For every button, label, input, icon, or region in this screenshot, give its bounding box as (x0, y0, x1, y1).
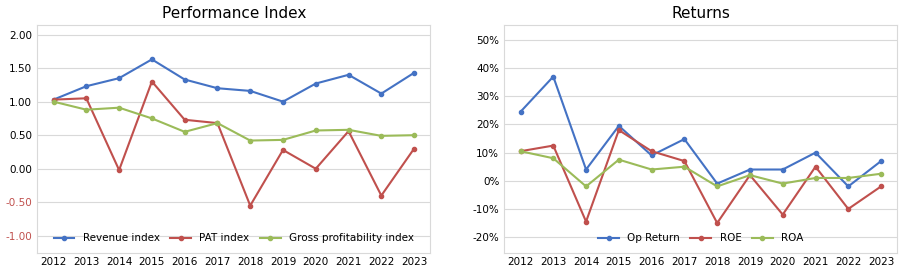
Op Return (842, 185, 852, 188)
Revenue index (343, 73, 354, 76)
Line: Gross profitability index: Gross profitability index (51, 100, 416, 143)
Op Return (711, 182, 722, 185)
Line: ROA: ROA (518, 149, 882, 188)
Legend: Op Return, ROE, ROA: Op Return, ROE, ROA (594, 229, 806, 247)
Gross profitability index (343, 128, 354, 132)
Revenue index (114, 76, 124, 80)
ROE (842, 207, 852, 210)
PAT index (114, 168, 124, 172)
PAT index (179, 118, 190, 121)
ROA (612, 158, 623, 161)
Op Return (514, 110, 525, 113)
PAT index (81, 97, 92, 100)
ROA (842, 176, 852, 180)
Op Return (580, 168, 591, 171)
ROE (646, 150, 657, 153)
Revenue index (310, 82, 321, 85)
Op Return (678, 138, 689, 141)
Gross profitability index (179, 130, 190, 133)
ROE (580, 220, 591, 223)
ROA (646, 168, 657, 171)
Gross profitability index (81, 108, 92, 111)
Revenue index (277, 100, 288, 103)
ROA (514, 150, 525, 153)
ROE (777, 213, 787, 216)
Op Return (777, 168, 787, 171)
Op Return (744, 168, 755, 171)
PAT index (343, 129, 354, 133)
PAT index (244, 204, 255, 207)
ROE (711, 221, 722, 225)
ROA (777, 182, 787, 185)
Title: Returns: Returns (670, 5, 730, 20)
PAT index (146, 80, 157, 83)
Gross profitability index (277, 138, 288, 141)
Revenue index (244, 89, 255, 93)
ROA (678, 165, 689, 168)
PAT index (212, 121, 223, 125)
ROA (744, 174, 755, 177)
PAT index (310, 167, 321, 170)
PAT index (277, 148, 288, 152)
Line: Op Return: Op Return (518, 75, 882, 188)
ROA (711, 185, 722, 188)
Title: Performance Index: Performance Index (161, 5, 306, 20)
Gross profitability index (114, 106, 124, 109)
Revenue index (48, 98, 59, 101)
Op Return (548, 75, 558, 78)
Line: ROE: ROE (518, 128, 882, 225)
PAT index (409, 147, 419, 150)
Legend: Revenue index, PAT index, Gross profitability index: Revenue index, PAT index, Gross profitab… (50, 229, 418, 247)
ROA (875, 172, 886, 175)
Revenue index (409, 71, 419, 75)
Gross profitability index (146, 117, 157, 120)
Gross profitability index (310, 129, 321, 132)
ROE (514, 150, 525, 153)
PAT index (48, 98, 59, 101)
Gross profitability index (212, 121, 223, 125)
Op Return (612, 124, 623, 127)
ROE (678, 159, 689, 163)
ROE (809, 165, 820, 168)
ROE (548, 144, 558, 147)
Line: PAT index: PAT index (51, 79, 416, 208)
Gross profitability index (409, 133, 419, 137)
Revenue index (375, 92, 386, 95)
Op Return (875, 159, 886, 163)
ROA (580, 185, 591, 188)
Gross profitability index (244, 139, 255, 142)
PAT index (375, 194, 386, 197)
ROE (744, 174, 755, 177)
Gross profitability index (48, 100, 59, 103)
ROA (809, 176, 820, 180)
Op Return (809, 151, 820, 154)
Revenue index (146, 58, 157, 61)
ROE (875, 185, 886, 188)
Revenue index (81, 85, 92, 88)
ROE (612, 129, 623, 132)
ROA (548, 157, 558, 160)
Line: Revenue index: Revenue index (51, 57, 416, 104)
Revenue index (179, 78, 190, 81)
Gross profitability index (375, 134, 386, 138)
Revenue index (212, 87, 223, 90)
Op Return (646, 154, 657, 157)
